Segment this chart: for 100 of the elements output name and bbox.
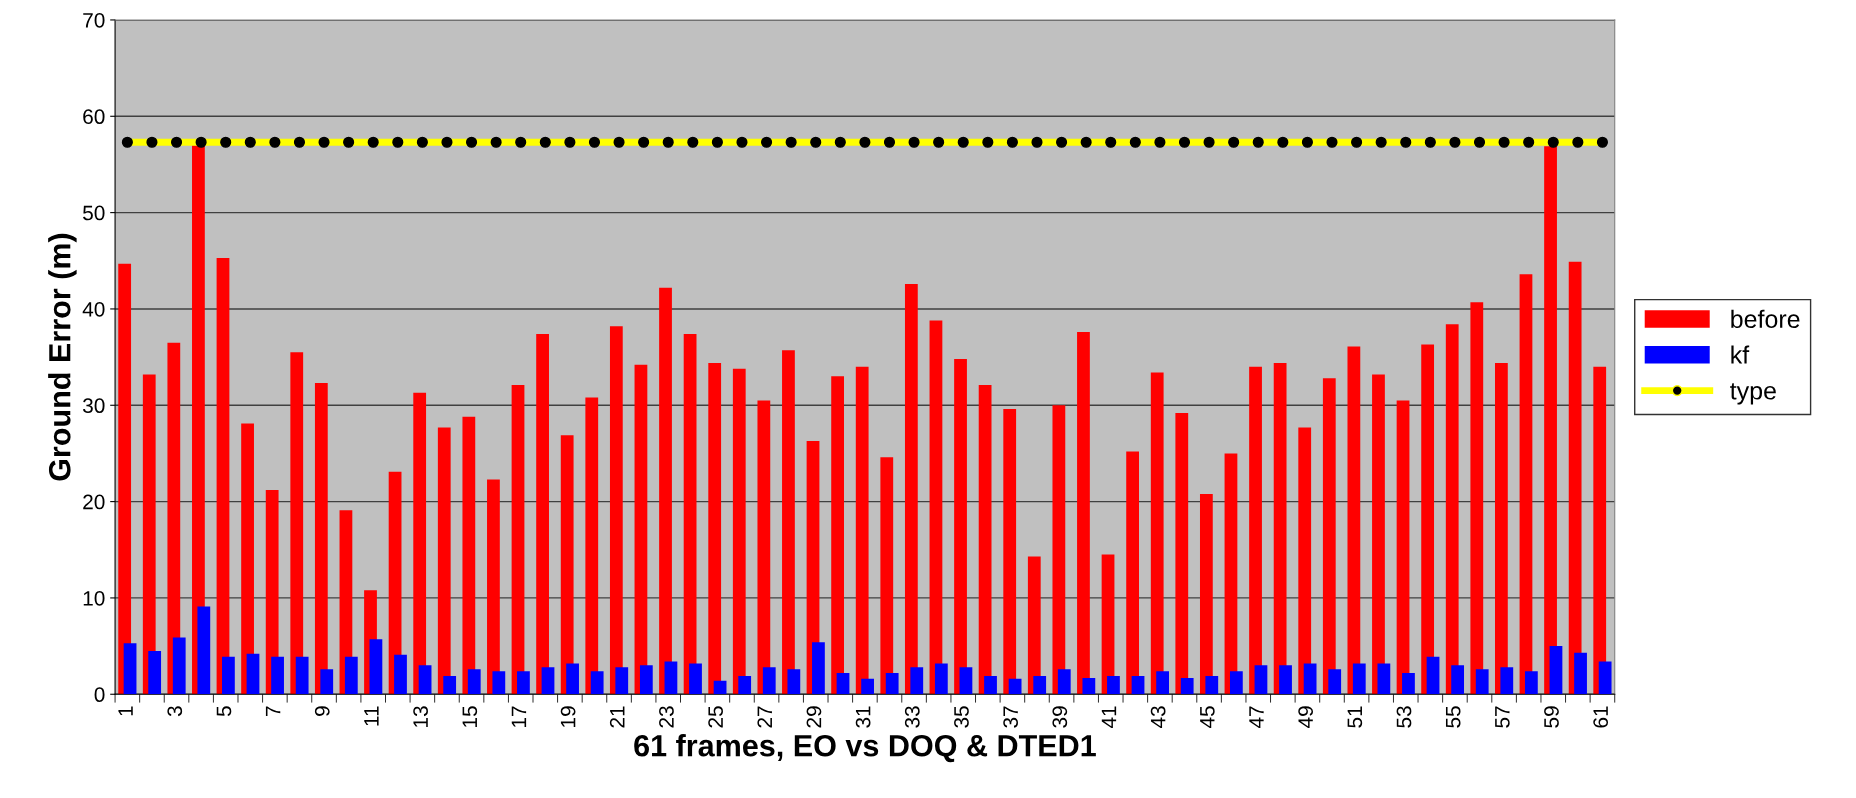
x-tick-label: 13: [413, 706, 428, 727]
x-tick-label: 57: [1495, 706, 1510, 728]
bar: [492, 671, 506, 695]
x-tick-label: 3: [167, 706, 183, 717]
bar: [1126, 451, 1140, 695]
x-tick-label: 47: [1249, 706, 1264, 729]
y-tick-label: 10: [83, 590, 105, 606]
bar: [1593, 366, 1607, 695]
bar: [511, 385, 525, 695]
bar: [1347, 346, 1361, 695]
y-tick-label: 0: [94, 687, 105, 703]
bar: [290, 352, 304, 695]
bar: [344, 656, 358, 695]
bar: [118, 263, 132, 695]
x-tick-label: 1: [118, 706, 133, 716]
bar: [462, 416, 476, 695]
bar: [782, 350, 795, 695]
bar: [1500, 667, 1514, 695]
bar: [738, 675, 752, 695]
x-tick-label: 53: [1396, 706, 1412, 728]
bar: [1027, 556, 1041, 695]
bar: [757, 400, 771, 695]
bar: [246, 653, 260, 695]
bar: [142, 374, 156, 695]
bar: [241, 423, 254, 695]
x-tick-label: 45: [1200, 706, 1215, 729]
x-tick-label: 33: [904, 706, 920, 728]
bar: [1175, 412, 1189, 695]
bar: [1549, 646, 1563, 695]
bar: [659, 287, 672, 695]
bar: [1298, 427, 1312, 695]
x-tick-label: 61: [1593, 706, 1609, 728]
bar: [1199, 493, 1213, 695]
bar: [369, 639, 383, 695]
bar: [1008, 678, 1022, 695]
bar: [885, 673, 899, 695]
bar: [172, 637, 186, 695]
legend-label: kf: [1731, 345, 1750, 364]
x-tick-label: 27: [757, 706, 772, 728]
bar: [1519, 274, 1533, 695]
bar: [664, 661, 678, 695]
bar: [1421, 344, 1435, 695]
bar: [984, 675, 997, 695]
x-tick-label: 21: [609, 706, 625, 728]
bar: [1322, 378, 1336, 695]
bar: [467, 669, 481, 695]
bar: [1598, 661, 1612, 695]
bar: [1107, 675, 1120, 695]
bar: [1150, 372, 1164, 695]
bar: [904, 283, 918, 695]
x-tick-label: 51: [1347, 706, 1363, 728]
bar: [566, 663, 579, 695]
bar: [394, 654, 407, 695]
bar: [831, 376, 844, 695]
bar: [787, 669, 801, 695]
legend-label: type: [1730, 383, 1776, 405]
bar: [560, 435, 574, 695]
bar: [1396, 400, 1410, 695]
bar: [1131, 675, 1145, 695]
x-tick-label: 43: [1150, 706, 1166, 729]
x-tick-label: 35: [954, 706, 969, 728]
bar: [934, 663, 948, 695]
bar: [222, 656, 235, 695]
bar: [1451, 665, 1465, 695]
bar: [443, 675, 457, 695]
x-tick-label: 41: [1101, 706, 1117, 729]
y-tick-label: 30: [82, 398, 105, 414]
y-tick-label: 20: [83, 494, 105, 510]
bar: [1249, 366, 1262, 695]
x-tick-label: 17: [511, 706, 527, 727]
bar: [1156, 671, 1169, 695]
y-tick-label: 70: [83, 12, 105, 28]
bar: [1574, 652, 1587, 695]
bar: [1033, 675, 1047, 695]
bar: [1568, 261, 1582, 695]
bar: [861, 678, 874, 695]
y-tick-label: 50: [83, 205, 105, 221]
x-tick-label: 37: [1003, 706, 1018, 728]
bar: [271, 656, 284, 695]
bar: [536, 333, 549, 695]
bar: [1445, 324, 1459, 695]
bar: [123, 643, 137, 695]
x-tick-label: 29: [806, 706, 822, 728]
bar: [314, 383, 328, 695]
bar: [762, 667, 776, 695]
bar: [812, 642, 825, 695]
bar: [1470, 302, 1484, 695]
x-tick-label: 11: [364, 706, 379, 726]
bar: [1052, 405, 1066, 695]
bar: [1475, 669, 1489, 695]
x-tick-label: 19: [560, 706, 576, 727]
x-tick-label: 9: [314, 706, 330, 716]
bar: [1328, 669, 1342, 695]
bar: [732, 368, 746, 695]
bar: [148, 650, 162, 695]
x-tick-label: 55: [1445, 706, 1461, 728]
bar: [1057, 669, 1071, 695]
x-tick-label: 39: [1052, 706, 1068, 728]
bar: [910, 667, 924, 695]
y-tick-label: 60: [83, 109, 105, 125]
